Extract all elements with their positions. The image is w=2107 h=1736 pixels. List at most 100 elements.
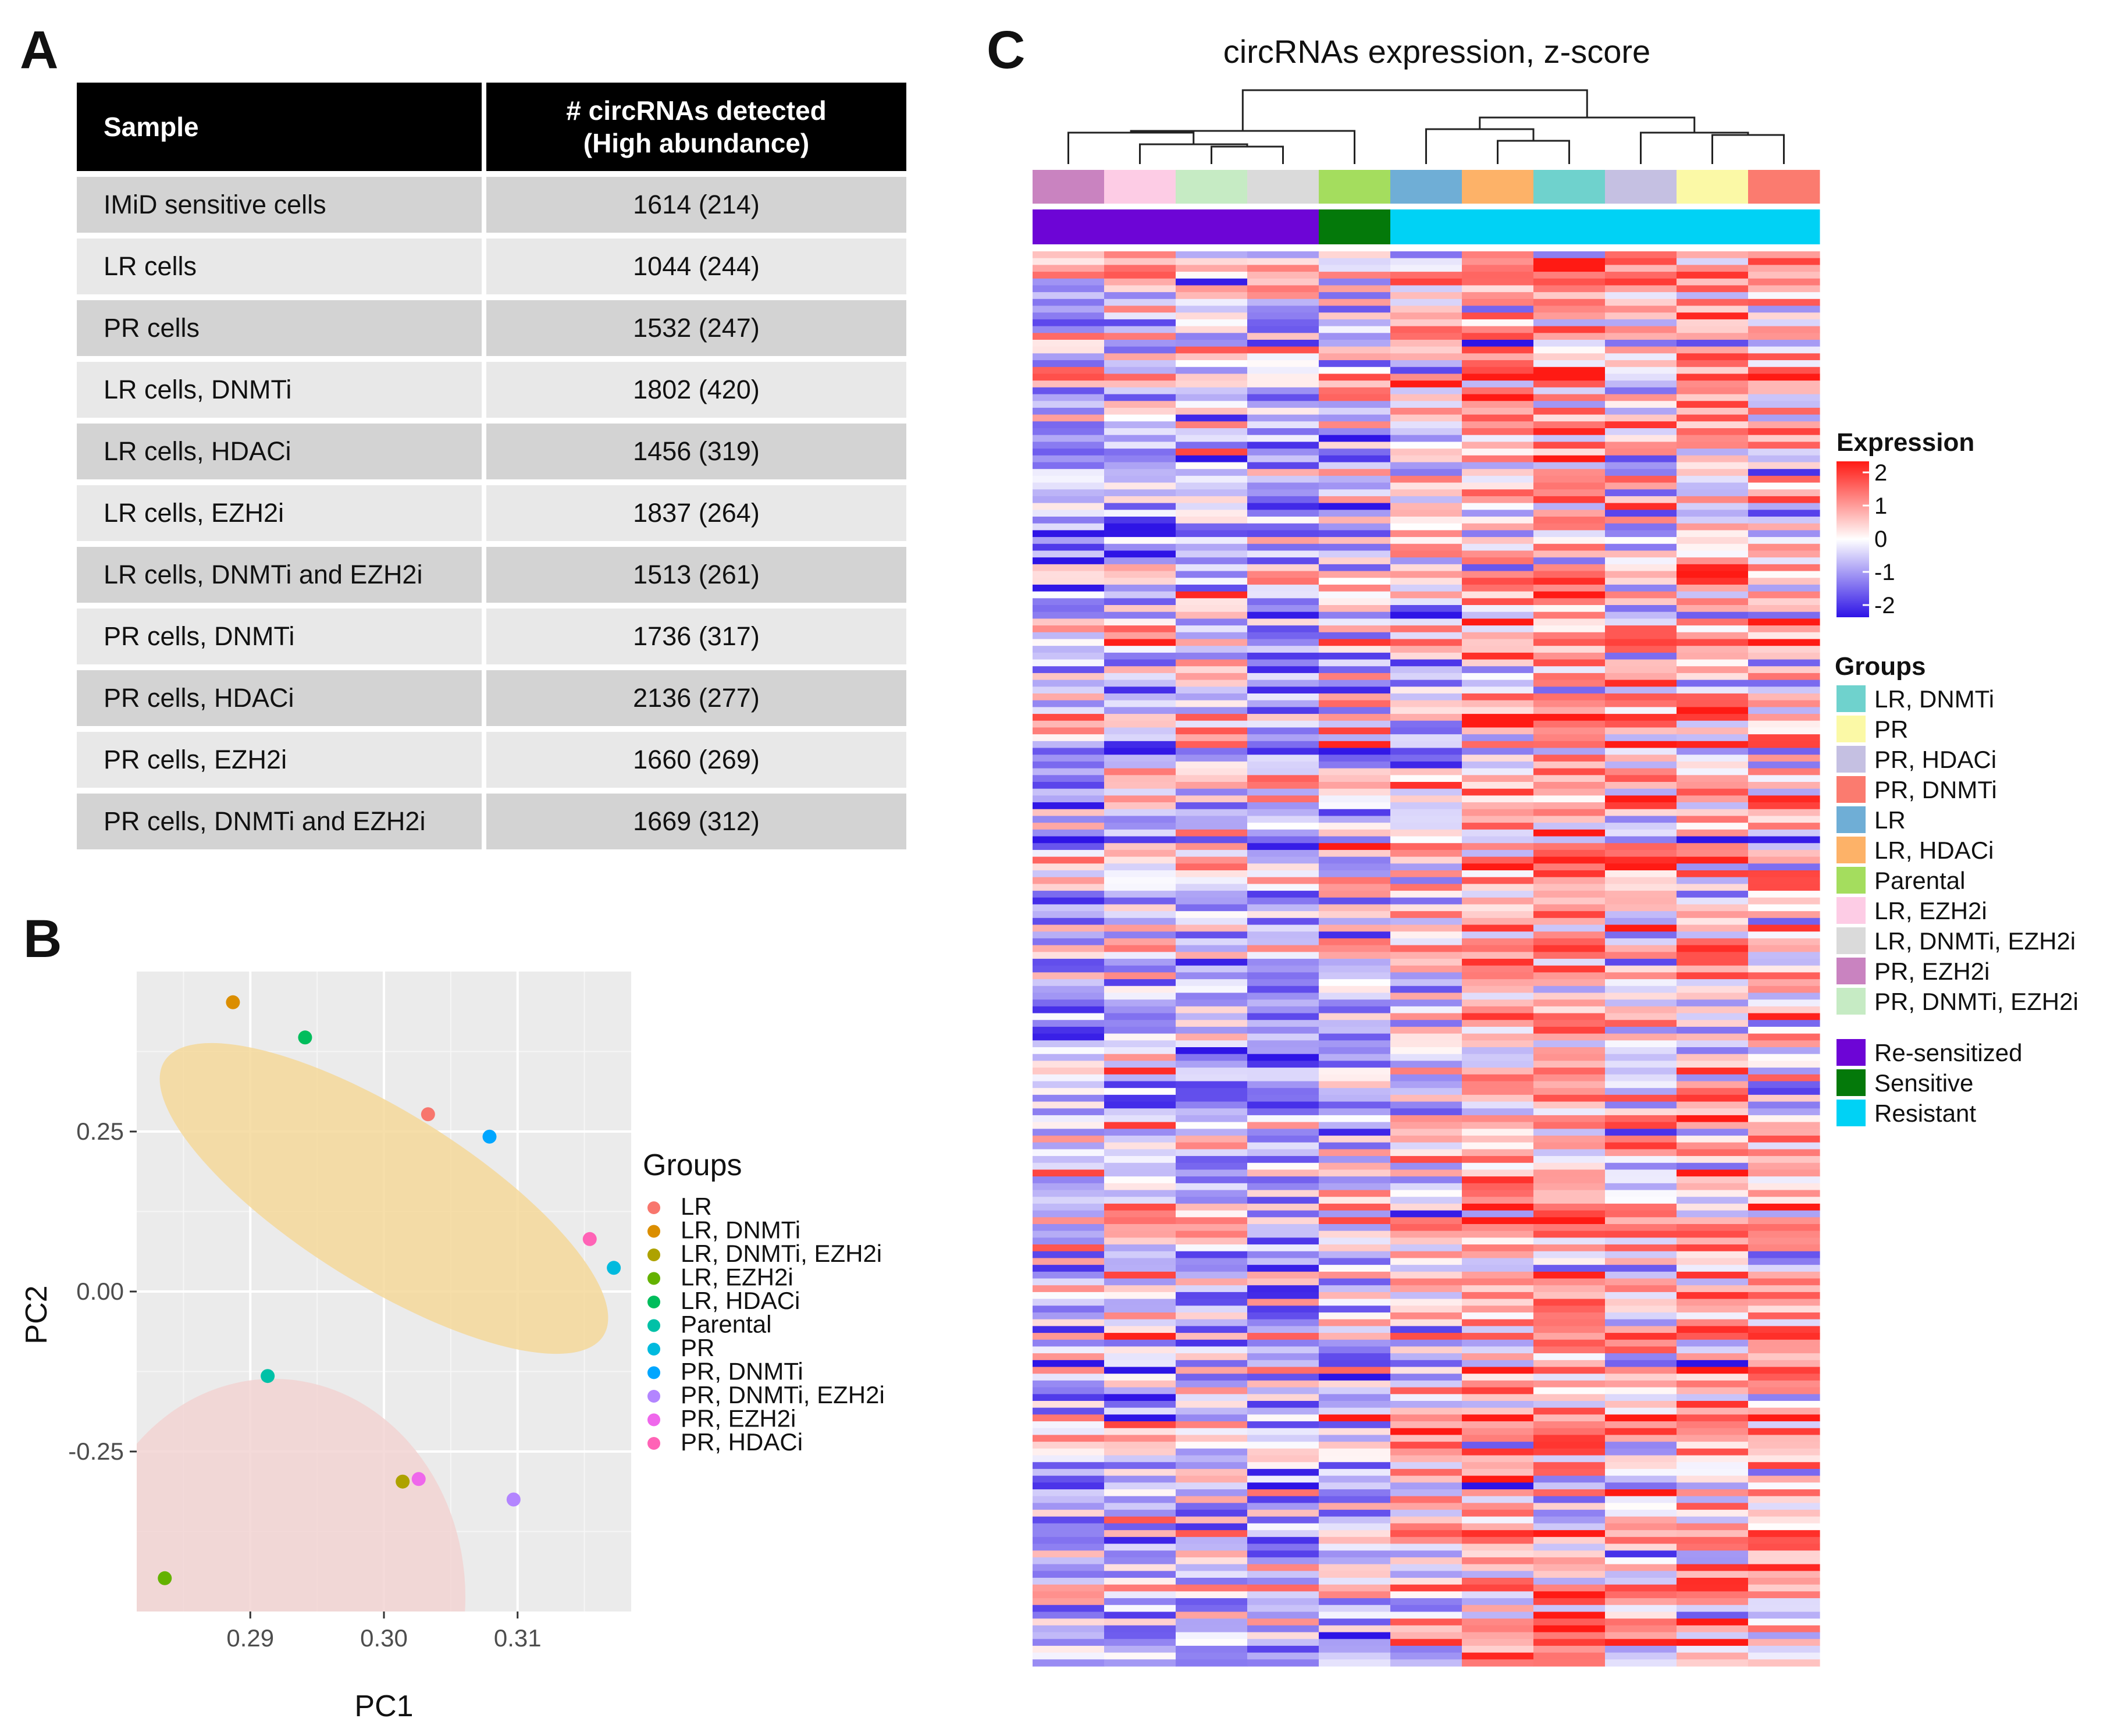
heatmap-cell <box>1390 686 1462 694</box>
heatmap-cell <box>1462 1516 1534 1524</box>
heatmap-cell <box>1104 632 1176 640</box>
heatmap-cell <box>1605 1618 1677 1626</box>
heatmap-cell <box>1462 829 1534 837</box>
heatmap-cell <box>1390 1258 1462 1265</box>
heatmap-cell <box>1605 1094 1677 1102</box>
heatmap-cell <box>1605 720 1677 728</box>
heatmap-cell <box>1033 1285 1105 1293</box>
heatmap-cell <box>1677 1496 1749 1503</box>
heatmap-cell <box>1533 659 1606 667</box>
heatmap-cell <box>1176 469 1248 476</box>
heatmap-cell <box>1677 917 1749 926</box>
table-row: PR cells 1532 (247) <box>77 300 906 356</box>
heatmap-cell <box>1033 782 1105 789</box>
heatmap-cell <box>1748 1625 1820 1633</box>
heatmap-cell <box>1533 367 1606 375</box>
heatmap-cell <box>1605 523 1677 531</box>
heatmap-cell <box>1033 1162 1105 1171</box>
heatmap-cell <box>1533 734 1606 742</box>
heatmap-cell <box>1533 1462 1606 1470</box>
heatmap-cell <box>1748 1162 1820 1171</box>
heatmap-cell <box>1677 449 1749 456</box>
heatmap-cell <box>1390 1584 1462 1592</box>
heatmap-cell <box>1104 1448 1176 1456</box>
heatmap-cell <box>1390 340 1462 347</box>
heatmap-cell <box>1104 1367 1176 1374</box>
heatmap-cell <box>1462 809 1534 817</box>
heatmap-cell <box>1462 1503 1534 1510</box>
heatmap-cell <box>1533 530 1606 538</box>
heatmap-cell <box>1247 449 1319 456</box>
heatmap-cell <box>1605 265 1677 272</box>
heatmap-cell <box>1677 1435 1749 1442</box>
heatmap-cell <box>1462 836 1534 844</box>
heatmap-cell <box>1104 1625 1176 1633</box>
heatmap-cell <box>1247 1183 1319 1191</box>
heatmap-cell <box>1104 748 1176 755</box>
heatmap-cell <box>1247 1591 1319 1599</box>
dendrogram-branch <box>1067 131 1195 164</box>
heatmap-cell <box>1748 340 1820 347</box>
heatmap-cell <box>1533 1380 1606 1388</box>
heatmap-cell <box>1748 1557 1820 1565</box>
heatmap-cell <box>1533 265 1606 272</box>
heatmap-cell <box>1533 1468 1606 1477</box>
heatmap-cell <box>1462 707 1534 714</box>
heatmap-cell <box>1033 1088 1105 1095</box>
heatmap-cell <box>1319 251 1391 259</box>
heatmap-cell <box>1033 1217 1105 1225</box>
heatmap-cell <box>1319 1435 1391 1442</box>
heatmap-cell <box>1176 652 1248 660</box>
heatmap-cell <box>1033 517 1105 524</box>
heatmap-cell <box>1462 931 1534 939</box>
heatmap-cell <box>1247 1421 1319 1429</box>
heatmap-cell <box>1176 768 1248 775</box>
heatmap-cell <box>1176 591 1248 599</box>
heatmap-cell <box>1033 959 1105 966</box>
heatmap-cell <box>1605 1475 1677 1483</box>
heatmap-cell <box>1677 1475 1749 1483</box>
heatmap-cell <box>1462 952 1534 959</box>
heatmap-cell <box>1319 639 1391 646</box>
heatmap-cell <box>1748 442 1820 449</box>
heatmap-cell <box>1247 1625 1319 1633</box>
heatmap-cell <box>1104 734 1176 742</box>
heatmap-cell <box>1462 285 1534 293</box>
heatmap-cell <box>1319 517 1391 524</box>
heatmap-cell <box>1033 1523 1105 1531</box>
heatmap-cell <box>1247 992 1319 1000</box>
heatmap-cell <box>1748 1190 1820 1197</box>
heatmap-cell <box>1176 755 1248 762</box>
heatmap-cell <box>1533 489 1606 497</box>
heatmap-cell <box>1677 1374 1749 1381</box>
heatmap-cell <box>1247 1258 1319 1265</box>
heatmap-cell <box>1677 319 1749 327</box>
heatmap-cell <box>1462 870 1534 878</box>
heatmap-cell <box>1104 1305 1176 1313</box>
heatmap-cell <box>1748 849 1820 858</box>
heatmap-cell <box>1462 748 1534 755</box>
heatmap-cell <box>1748 1652 1820 1660</box>
heatmap-cell <box>1677 1516 1749 1524</box>
heatmap-cell <box>1247 1374 1319 1381</box>
heatmap-cell <box>1462 1026 1534 1034</box>
heatmap-cell <box>1605 1162 1677 1171</box>
heatmap-cell <box>1319 1088 1391 1095</box>
heatmap-cell <box>1033 1605 1105 1613</box>
table-row: PR cells, DNMTi 1736 (317) <box>77 609 906 664</box>
heatmap-cell <box>1462 1652 1534 1660</box>
heatmap-cell <box>1033 1598 1105 1606</box>
heatmap-cell <box>1247 571 1319 578</box>
heatmap-cell <box>1104 1061 1176 1068</box>
heatmap-cell <box>1104 475 1176 483</box>
heatmap-cell <box>1462 1462 1534 1470</box>
heatmap-cell <box>1748 1407 1820 1415</box>
heatmap-cell <box>1748 1489 1820 1497</box>
heatmap-cell <box>1033 407 1105 415</box>
heatmap-cell <box>1605 1142 1677 1150</box>
heatmap-cell <box>1533 1190 1606 1197</box>
heatmap-cell <box>1104 1543 1176 1551</box>
heatmap-cell <box>1033 414 1105 422</box>
heatmap-cell <box>1319 1428 1391 1436</box>
row-sample: LR cells <box>77 239 486 294</box>
